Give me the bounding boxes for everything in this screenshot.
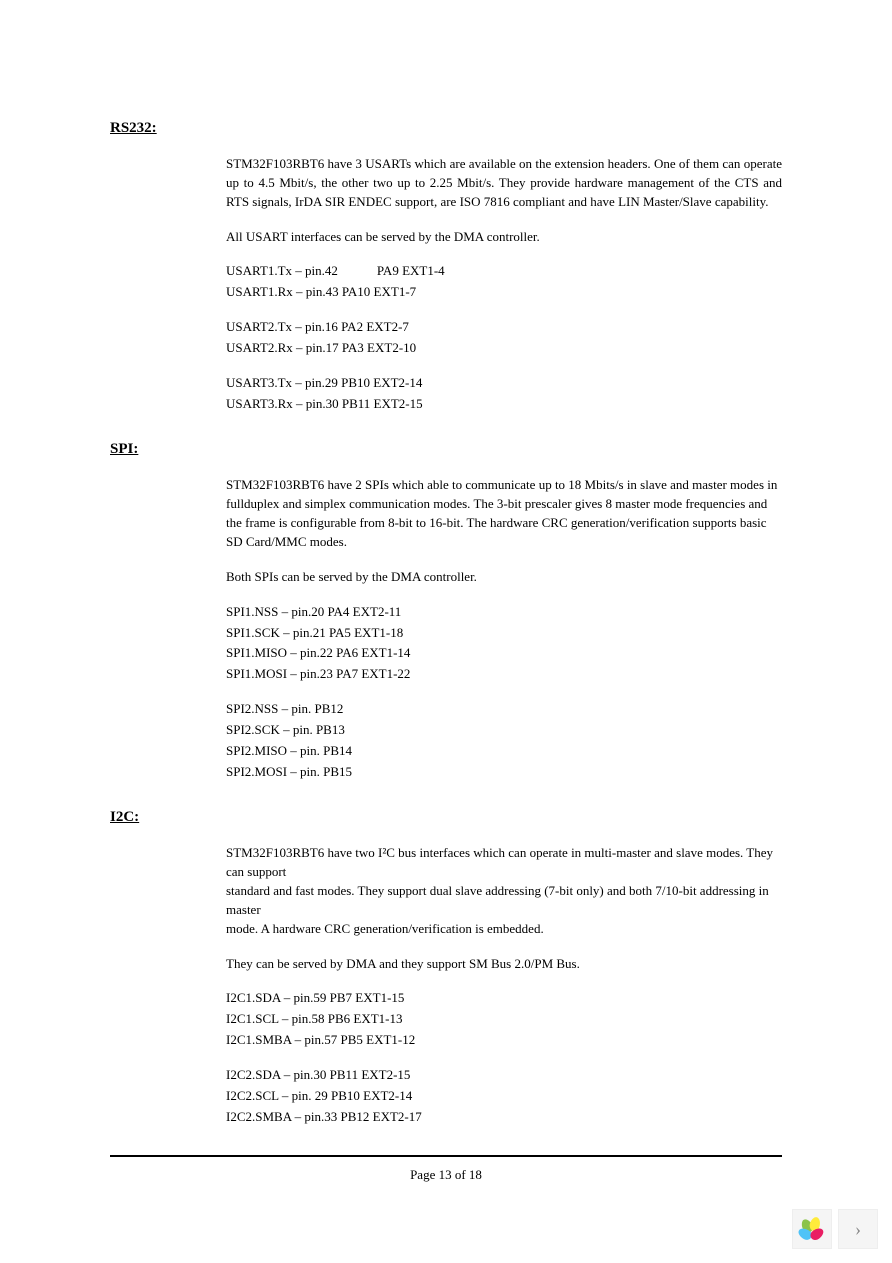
- pin-line: SPI2.MOSI – pin. PB15: [226, 763, 782, 782]
- page-number: Page 13 of 18: [110, 1167, 782, 1183]
- i2c-intro-line: mode. A hardware CRC generation/verifica…: [226, 920, 782, 939]
- spi1-pins: SPI1.NSS – pin.20 PA4 EXT2-11 SPI1.SCK –…: [226, 603, 782, 684]
- i2c-intro-line: STM32F103RBT6 have two I²C bus interface…: [226, 844, 782, 882]
- pin-line: USART3.Tx – pin.29 PB10 EXT2-14: [226, 374, 782, 393]
- chevron-right-icon: ›: [855, 1219, 861, 1240]
- pin-line: I2C1.SDA – pin.59 PB7 EXT1-15: [226, 989, 782, 1008]
- i2c-intro: STM32F103RBT6 have two I²C bus interface…: [226, 844, 782, 938]
- heading-spi: SPI:: [110, 441, 782, 458]
- pin-line: I2C2.SMBA – pin.33 PB12 EXT2-17: [226, 1108, 782, 1127]
- pin-line: USART2.Rx – pin.17 PA3 EXT2-10: [226, 339, 782, 358]
- pin-line: USART1.Rx – pin.43 PA10 EXT1-7: [226, 283, 782, 302]
- i2c2-pins: I2C2.SDA – pin.30 PB11 EXT2-15 I2C2.SCL …: [226, 1066, 782, 1127]
- spi2-pins: SPI2.NSS – pin. PB12 SPI2.SCK – pin. PB1…: [226, 700, 782, 781]
- petal-logo-icon: [800, 1217, 824, 1241]
- body-i2c: STM32F103RBT6 have two I²C bus interface…: [226, 844, 782, 1126]
- pin-line: USART2.Tx – pin.16 PA2 EXT2-7: [226, 318, 782, 337]
- document-page: RS232: STM32F103RBT6 have 3 USARTs which…: [0, 0, 892, 1263]
- spi-dma: Both SPIs can be served by the DMA contr…: [226, 568, 782, 587]
- pin-line: SPI1.MISO – pin.22 PA6 EXT1-14: [226, 644, 782, 663]
- pin-line: SPI1.SCK – pin.21 PA5 EXT1-18: [226, 624, 782, 643]
- pin-line: I2C1.SCL – pin.58 PB6 EXT1-13: [226, 1010, 782, 1029]
- rs232-dma: All USART interfaces can be served by th…: [226, 228, 782, 247]
- pin-line: SPI2.MISO – pin. PB14: [226, 742, 782, 761]
- pin-line: I2C2.SDA – pin.30 PB11 EXT2-15: [226, 1066, 782, 1085]
- spi-intro: STM32F103RBT6 have 2 SPIs which able to …: [226, 476, 782, 551]
- rs232-usart2-pins: USART2.Tx – pin.16 PA2 EXT2-7 USART2.Rx …: [226, 318, 782, 358]
- section-i2c: I2C: STM32F103RBT6 have two I²C bus inte…: [110, 809, 782, 1126]
- heading-rs232: RS232:: [110, 120, 782, 137]
- i2c1-pins: I2C1.SDA – pin.59 PB7 EXT1-15 I2C1.SCL –…: [226, 989, 782, 1050]
- pin-line: SPI1.NSS – pin.20 PA4 EXT2-11: [226, 603, 782, 622]
- logo-icon[interactable]: [792, 1209, 832, 1249]
- body-rs232: STM32F103RBT6 have 3 USARTs which are av…: [226, 155, 782, 413]
- next-page-button[interactable]: ›: [838, 1209, 878, 1249]
- pin-line: SPI2.SCK – pin. PB13: [226, 721, 782, 740]
- i2c-dma: They can be served by DMA and they suppo…: [226, 955, 782, 974]
- pin-line: SPI1.MOSI – pin.23 PA7 EXT1-22: [226, 665, 782, 684]
- body-spi: STM32F103RBT6 have 2 SPIs which able to …: [226, 476, 782, 781]
- pin-line: USART1.Tx – pin.42 PA9 EXT1-4: [226, 262, 782, 281]
- pin-line: I2C1.SMBA – pin.57 PB5 EXT1-12: [226, 1031, 782, 1050]
- i2c-intro-line: standard and fast modes. They support du…: [226, 882, 782, 920]
- rs232-usart1-pins: USART1.Tx – pin.42 PA9 EXT1-4 USART1.Rx …: [226, 262, 782, 302]
- pin-line: I2C2.SCL – pin. 29 PB10 EXT2-14: [226, 1087, 782, 1106]
- section-spi: SPI: STM32F103RBT6 have 2 SPIs which abl…: [110, 441, 782, 781]
- pin-line: USART3.Rx – pin.30 PB11 EXT2-15: [226, 395, 782, 414]
- footer-divider: [110, 1155, 782, 1157]
- rs232-usart3-pins: USART3.Tx – pin.29 PB10 EXT2-14 USART3.R…: [226, 374, 782, 414]
- pin-line: SPI2.NSS – pin. PB12: [226, 700, 782, 719]
- section-rs232: RS232: STM32F103RBT6 have 3 USARTs which…: [110, 120, 782, 413]
- heading-i2c: I2C:: [110, 809, 782, 826]
- corner-controls: ›: [792, 1209, 878, 1249]
- rs232-intro: STM32F103RBT6 have 3 USARTs which are av…: [226, 155, 782, 212]
